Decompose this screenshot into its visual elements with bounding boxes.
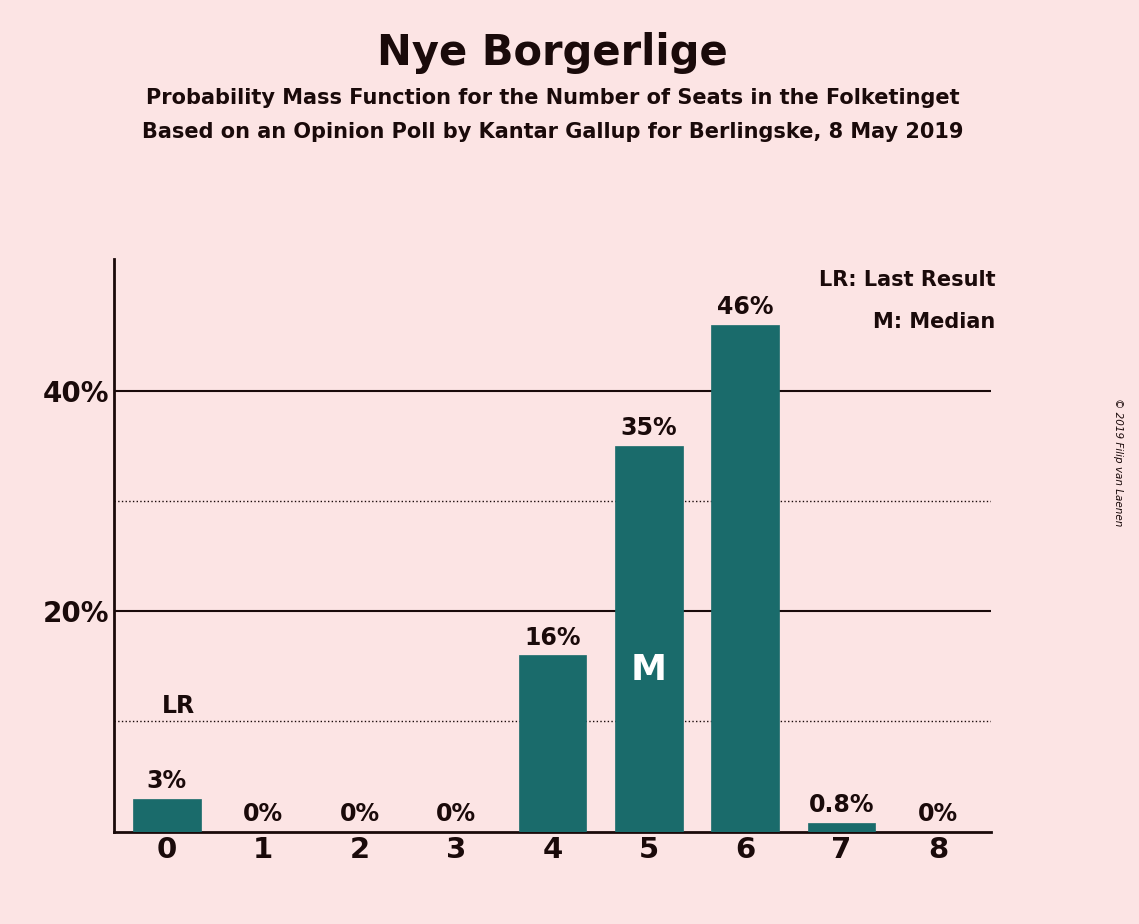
Bar [133, 798, 200, 832]
Text: M: M [631, 652, 666, 687]
Text: 0%: 0% [436, 802, 476, 826]
Text: © 2019 Filip van Laenen: © 2019 Filip van Laenen [1114, 398, 1123, 526]
Text: 0%: 0% [918, 802, 958, 826]
Text: LR: LR [162, 694, 195, 718]
Text: 3%: 3% [147, 769, 187, 793]
Bar [808, 822, 875, 832]
Text: Based on an Opinion Poll by Kantar Gallup for Berlingske, 8 May 2019: Based on an Opinion Poll by Kantar Gallu… [141, 122, 964, 142]
Text: Nye Borgerlige: Nye Borgerlige [377, 32, 728, 74]
Text: 16%: 16% [524, 626, 581, 650]
Text: LR: Last Result: LR: Last Result [819, 270, 995, 290]
Text: 35%: 35% [621, 417, 677, 441]
Text: 46%: 46% [716, 296, 773, 320]
Bar [518, 655, 587, 832]
Text: 0.8%: 0.8% [809, 794, 875, 817]
Text: 0%: 0% [244, 802, 284, 826]
Text: Probability Mass Function for the Number of Seats in the Folketinget: Probability Mass Function for the Number… [146, 88, 959, 108]
Bar [712, 325, 779, 832]
Text: M: Median: M: Median [874, 311, 995, 332]
Text: 0%: 0% [339, 802, 379, 826]
Bar [615, 446, 682, 832]
